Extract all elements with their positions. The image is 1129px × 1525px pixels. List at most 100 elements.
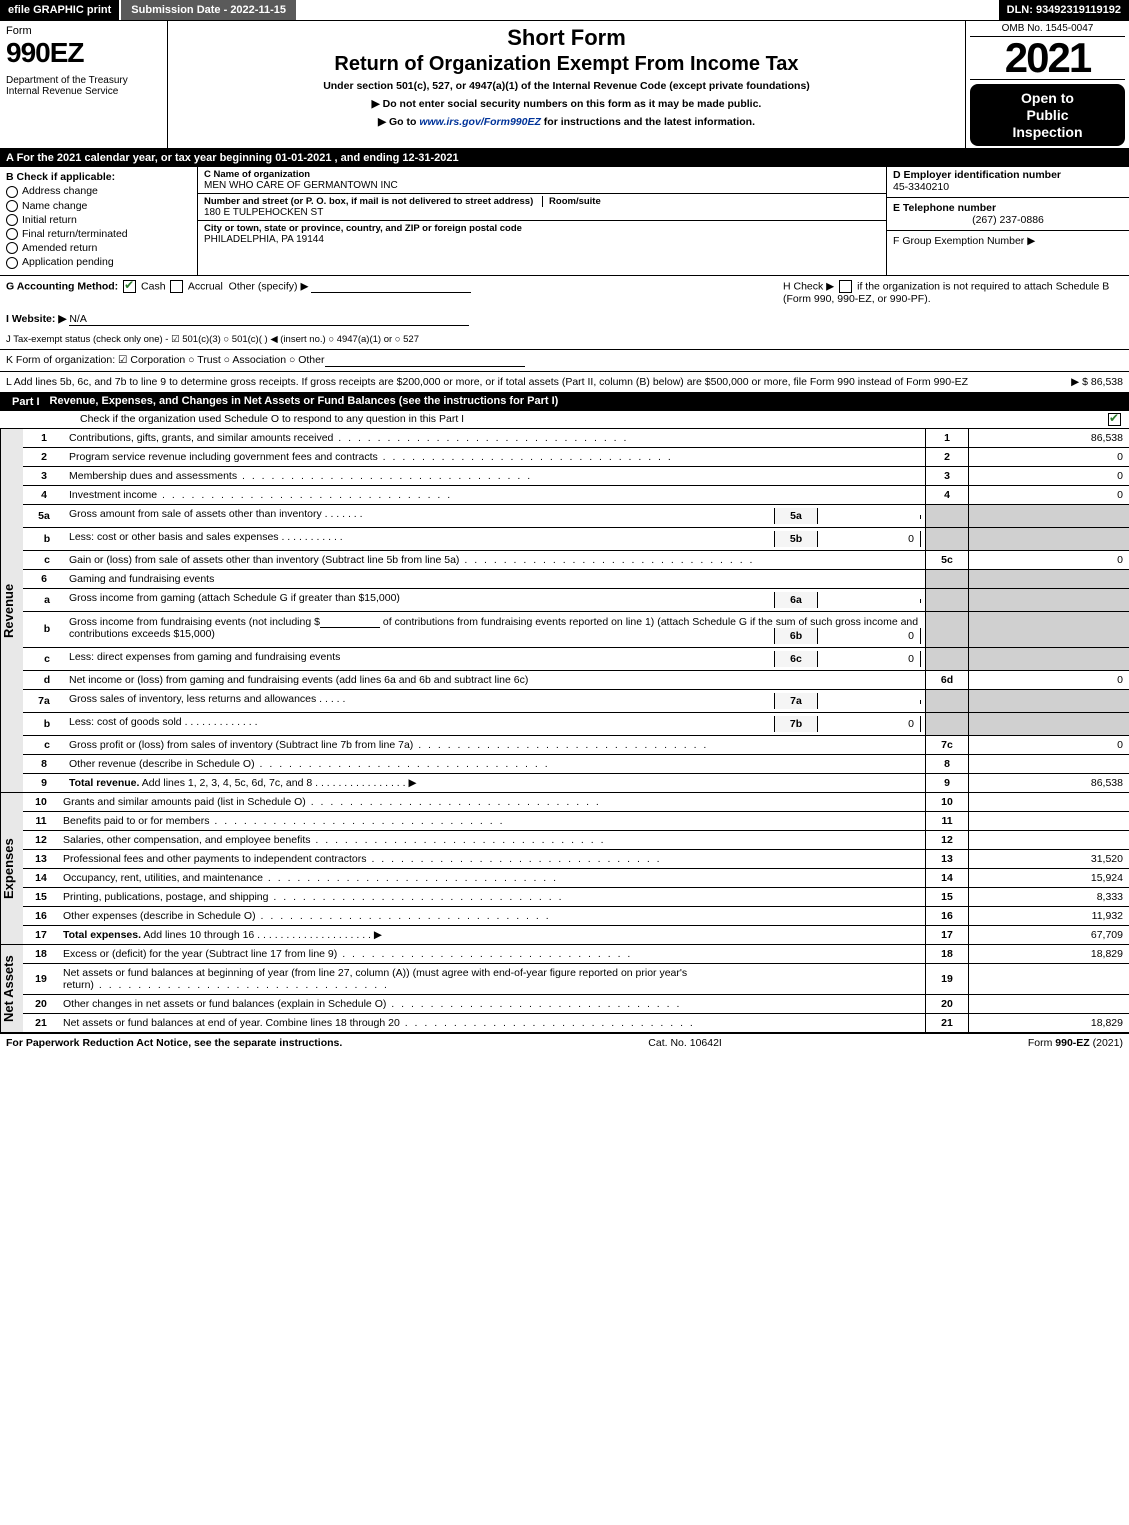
chk-amended-return[interactable]: Amended return bbox=[6, 242, 191, 254]
line-16: 16Other expenses (describe in Schedule O… bbox=[23, 906, 1129, 925]
page-footer: For Paperwork Reduction Act Notice, see … bbox=[0, 1032, 1129, 1052]
open1: Open to bbox=[1021, 90, 1074, 106]
open-to-public-badge: Open to Public Inspection bbox=[970, 84, 1125, 146]
d-ein-label: D Employer identification number bbox=[893, 169, 1123, 181]
return-title: Return of Organization Exempt From Incom… bbox=[176, 53, 957, 76]
line-19: 19Net assets or fund balances at beginni… bbox=[23, 963, 1129, 994]
city-value: PHILADELPHIA, PA 19144 bbox=[204, 234, 324, 245]
chk-schedule-o[interactable] bbox=[1108, 413, 1121, 426]
line-20: 20Other changes in net assets or fund ba… bbox=[23, 994, 1129, 1013]
chk-application-pending[interactable]: Application pending bbox=[6, 256, 191, 268]
do-not-enter-ssn: ▶ Do not enter social security numbers o… bbox=[176, 98, 957, 110]
header-left: Form 990EZ Department of the Treasury In… bbox=[0, 21, 168, 148]
footer-left: For Paperwork Reduction Act Notice, see … bbox=[6, 1037, 342, 1049]
line-6: 6Gaming and fundraising events bbox=[23, 569, 1129, 588]
form-code: 990EZ bbox=[6, 37, 161, 69]
line-14: 14Occupancy, rent, utilities, and mainte… bbox=[23, 868, 1129, 887]
phone-value: (267) 237-0886 bbox=[893, 214, 1123, 226]
col-def: D Employer identification number 45-3340… bbox=[887, 167, 1129, 274]
b-title: B Check if applicable: bbox=[6, 171, 191, 183]
c-name-label: C Name of organization bbox=[204, 169, 310, 180]
side-net-assets: Net Assets bbox=[0, 945, 23, 1032]
col-c-org-address: C Name of organization MEN WHO CARE OF G… bbox=[198, 167, 887, 274]
line-12: 12Salaries, other compensation, and empl… bbox=[23, 830, 1129, 849]
room-label: Room/suite bbox=[542, 196, 601, 207]
goto-link-line: ▶ Go to www.irs.gov/Form990EZ for instru… bbox=[176, 116, 957, 128]
line-5a: 5aGross amount from sale of assets other… bbox=[23, 504, 1129, 527]
street-label: Number and street (or P. O. box, if mail… bbox=[204, 196, 533, 207]
line-6b: bGross income from fundraising events (n… bbox=[23, 611, 1129, 647]
other-specify-input[interactable] bbox=[311, 280, 471, 293]
city-label: City or town, state or province, country… bbox=[204, 223, 522, 234]
line-8: 8Other revenue (describe in Schedule O)8 bbox=[23, 754, 1129, 773]
k-other-input[interactable] bbox=[325, 354, 525, 367]
part-i-title: Revenue, Expenses, and Changes in Net As… bbox=[46, 395, 1123, 409]
expenses-table: 10Grants and similar amounts paid (list … bbox=[23, 793, 1129, 944]
line-1: 1Contributions, gifts, grants, and simil… bbox=[23, 429, 1129, 448]
line-21: 21Net assets or fund balances at end of … bbox=[23, 1013, 1129, 1032]
row-i-website: I Website: ▶ N/A bbox=[0, 309, 1129, 330]
net-assets-table: 18Excess or (deficit) for the year (Subt… bbox=[23, 945, 1129, 1032]
net-assets-section: Net Assets 18Excess or (deficit) for the… bbox=[0, 945, 1129, 1032]
section-subtitle: Under section 501(c), 527, or 4947(a)(1)… bbox=[176, 80, 957, 92]
row-k-form-organization: K Form of organization: ☑ Corporation ○ … bbox=[0, 350, 1129, 372]
irs-link[interactable]: www.irs.gov/Form990EZ bbox=[419, 116, 541, 128]
tax-year: 2021 bbox=[970, 37, 1125, 80]
line-7b: bLess: cost of goods sold . . . . . . . … bbox=[23, 712, 1129, 735]
l-amount: ▶ $ 86,538 bbox=[1071, 376, 1123, 388]
open2: Public bbox=[1026, 107, 1068, 123]
g-accounting: G Accounting Method: Cash Accrual Other … bbox=[6, 280, 471, 305]
line-13: 13Professional fees and other payments t… bbox=[23, 849, 1129, 868]
h-schedule-b: H Check ▶ if the organization is not req… bbox=[783, 280, 1123, 305]
line-15: 15Printing, publications, postage, and s… bbox=[23, 887, 1129, 906]
header-right: OMB No. 1545-0047 2021 Open to Public In… bbox=[966, 21, 1129, 148]
line-4: 4Investment income40 bbox=[23, 485, 1129, 504]
chk-accrual[interactable] bbox=[170, 280, 183, 293]
row-g-h: G Accounting Method: Cash Accrual Other … bbox=[0, 276, 1129, 309]
header-mid: Short Form Return of Organization Exempt… bbox=[168, 21, 966, 148]
line-6a: aGross income from gaming (attach Schedu… bbox=[23, 588, 1129, 611]
chk-address-change[interactable]: Address change bbox=[6, 185, 191, 197]
part-i-label: Part I bbox=[6, 395, 46, 409]
revenue-table: 1Contributions, gifts, grants, and simil… bbox=[23, 429, 1129, 792]
row-l-gross-receipts: L Add lines 5b, 6c, and 7b to line 9 to … bbox=[0, 372, 1129, 393]
side-revenue: Revenue bbox=[0, 429, 23, 792]
line-9: 9Total revenue. Add lines 1, 2, 3, 4, 5c… bbox=[23, 773, 1129, 792]
submission-date: Submission Date - 2022-11-15 bbox=[119, 0, 298, 20]
website-value: N/A bbox=[69, 313, 469, 326]
form-header: Form 990EZ Department of the Treasury In… bbox=[0, 21, 1129, 149]
line-2: 2Program service revenue including gover… bbox=[23, 447, 1129, 466]
line-5c: cGain or (loss) from sale of assets othe… bbox=[23, 550, 1129, 569]
chk-schedule-b[interactable] bbox=[839, 280, 852, 293]
open3: Inspection bbox=[1012, 124, 1082, 140]
row-a-tax-year: A For the 2021 calendar year, or tax yea… bbox=[0, 149, 1129, 167]
line-6c: cLess: direct expenses from gaming and f… bbox=[23, 647, 1129, 670]
section-bcdef: B Check if applicable: Address change Na… bbox=[0, 167, 1129, 275]
department-label: Department of the Treasury Internal Reve… bbox=[6, 75, 161, 97]
line-7a: 7aGross sales of inventory, less returns… bbox=[23, 689, 1129, 712]
line-10: 10Grants and similar amounts paid (list … bbox=[23, 793, 1129, 812]
line-17: 17Total expenses. Add lines 10 through 1… bbox=[23, 925, 1129, 944]
org-name: MEN WHO CARE OF GERMANTOWN INC bbox=[204, 180, 398, 191]
part-i-subheader: Check if the organization used Schedule … bbox=[0, 411, 1129, 429]
efile-print-button[interactable]: efile GRAPHIC print bbox=[0, 0, 119, 20]
row-j-tax-exempt: J Tax-exempt status (check only one) - ☑… bbox=[0, 330, 1129, 350]
revenue-section: Revenue 1Contributions, gifts, grants, a… bbox=[0, 429, 1129, 793]
line-18: 18Excess or (deficit) for the year (Subt… bbox=[23, 945, 1129, 964]
line-11: 11Benefits paid to or for members11 bbox=[23, 811, 1129, 830]
ein-value: 45-3340210 bbox=[893, 181, 1123, 193]
e-phone-label: E Telephone number bbox=[893, 202, 1123, 214]
chk-final-return[interactable]: Final return/terminated bbox=[6, 228, 191, 240]
line-6d: dNet income or (loss) from gaming and fu… bbox=[23, 670, 1129, 689]
side-expenses: Expenses bbox=[0, 793, 23, 944]
dln-number: DLN: 93492319119192 bbox=[999, 0, 1129, 20]
f-group-exemption: F Group Exemption Number ▶ bbox=[893, 235, 1123, 247]
chk-cash[interactable] bbox=[123, 280, 136, 293]
street-value: 180 E TULPEHOCKEN ST bbox=[204, 207, 323, 218]
chk-name-change[interactable]: Name change bbox=[6, 200, 191, 212]
expenses-section: Expenses 10Grants and similar amounts pa… bbox=[0, 793, 1129, 945]
chk-initial-return[interactable]: Initial return bbox=[6, 214, 191, 226]
form-word: Form bbox=[6, 25, 161, 37]
col-b-checkboxes: B Check if applicable: Address change Na… bbox=[0, 167, 198, 274]
line-5b: bLess: cost or other basis and sales exp… bbox=[23, 527, 1129, 550]
